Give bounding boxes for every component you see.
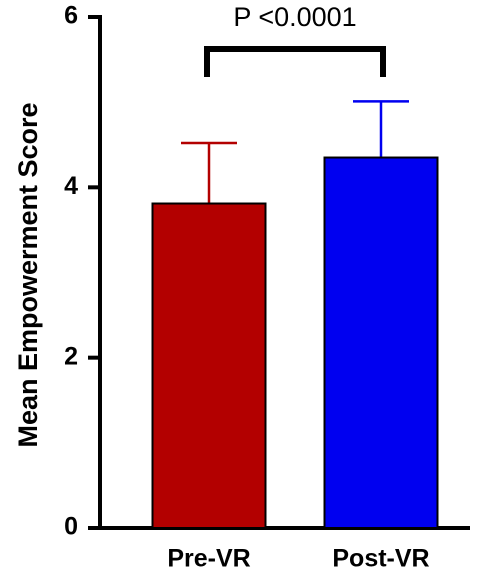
y-axis-title: Mean Empowerment Score bbox=[13, 102, 43, 447]
bar bbox=[323, 156, 439, 529]
y-tick-label: 4 bbox=[64, 172, 78, 200]
x-tick-label: Post-VR bbox=[332, 545, 429, 573]
bar bbox=[151, 202, 267, 529]
y-tick-label: 0 bbox=[64, 513, 78, 541]
x-tick-label: Pre-VR bbox=[167, 545, 250, 573]
significance-bracket bbox=[204, 46, 386, 77]
annotation: P <0.0001 bbox=[233, 2, 356, 32]
y-tick-label: 2 bbox=[64, 342, 78, 370]
y-tick-label: 6 bbox=[64, 2, 78, 30]
